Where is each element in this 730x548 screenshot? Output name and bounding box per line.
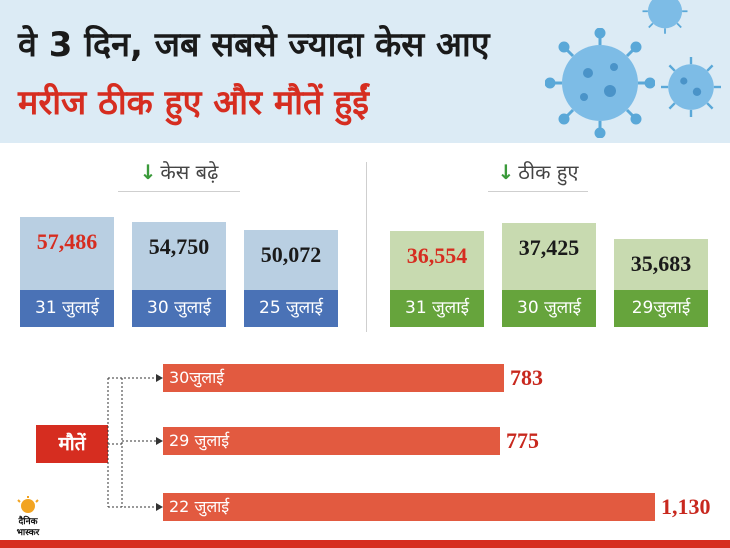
bar-category-label: 30 जुलाई [132,289,226,327]
death-bar-category-label: 29 जुलाई [169,431,230,450]
death-bar-value-label: 775 [506,428,539,453]
bar: 57,486 31 जुलाई [20,216,114,327]
virus-icon [642,0,688,34]
bar-value-label: 35,683 [630,251,692,276]
bar-category-label: 30 जुलाई [502,289,596,327]
death-bar: 22 जुलाई [163,493,655,521]
bar-value-label: 57,486 [36,228,98,254]
death-bar-category-label: 30जुलाई [169,368,225,387]
cases-label-text: केस बढ़े [160,160,219,184]
death-bar-value-label: 783 [510,365,543,390]
death-bar-value-label: 1,130 [661,494,711,519]
bar-category-label: 29जुलाई [614,290,708,327]
section-divider [366,162,367,332]
down-arrow-icon: ↓ [497,160,515,184]
bar: 36,554 31 जुलाई [390,230,484,327]
chart-subtitle: मरीज ठीक हुए और मौतें हुईं [18,83,369,123]
bar-value-label: 50,072 [260,242,322,267]
footer-rule [0,540,730,548]
death-bar: 30जुलाई [163,364,504,392]
bar-category-label: 31 जुलाई [390,289,484,327]
recovered-label-text: ठीक हुए [518,160,579,184]
dainik-bhaskar-logo: दैनिक भास्कर [10,496,46,538]
bar: 35,683 29जुलाई [614,239,708,327]
bar-value-label: 54,750 [148,233,210,259]
death-bar-category-label: 22 जुलाई [169,497,230,516]
svg-text:भास्कर: भास्कर [17,528,40,538]
virus-icon [661,57,721,117]
deaths-label: मौतें [36,425,108,463]
cases-section-label: ↓ केस बढ़े [118,158,240,192]
bar: 37,425 30 जुलाई [502,222,596,327]
svg-text:दैनिक: दैनिक [17,515,38,527]
down-arrow-icon: ↓ [139,160,157,184]
bar: 50,072 25 जुलाई [244,230,338,327]
bar-value-label: 37,425 [518,234,580,260]
virus-icon [545,28,655,138]
bar-value-label: 36,554 [406,242,468,268]
chart-title: वे 3 दिन, जब सबसे ज्यादा केस आए [18,25,490,65]
bar-category-label: 25 जुलाई [244,290,338,327]
recovered-section-label: ↓ ठीक हुए [488,158,588,192]
bar: 54,750 30 जुलाई [132,221,226,327]
bar-category-label: 31 जुलाई [20,289,114,327]
death-bar: 29 जुलाई [163,427,500,455]
header-banner: वे 3 दिन, जब सबसे ज्यादा केस आए मरीज ठीक… [0,0,730,143]
